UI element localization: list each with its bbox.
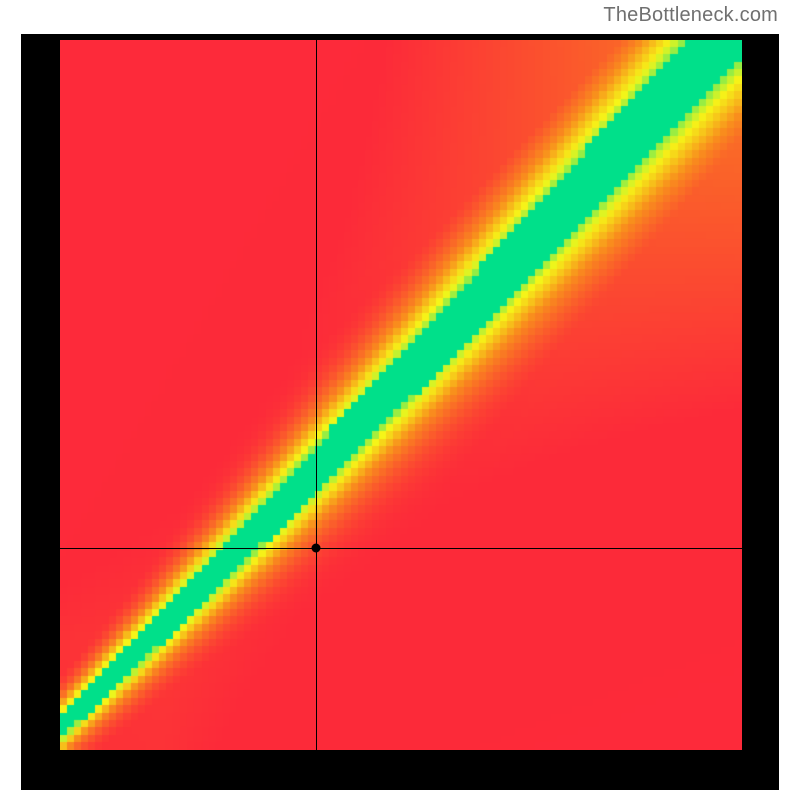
crosshair-vertical [316, 40, 317, 750]
heatmap-plot-area [60, 40, 742, 750]
page-root: TheBottleneck.com [0, 0, 800, 800]
heatmap-chart-frame [21, 34, 779, 790]
crosshair-marker-dot [311, 543, 320, 552]
heatmap-canvas [60, 40, 742, 750]
crosshair-horizontal [60, 548, 742, 549]
attribution-text: TheBottleneck.com [603, 4, 778, 27]
